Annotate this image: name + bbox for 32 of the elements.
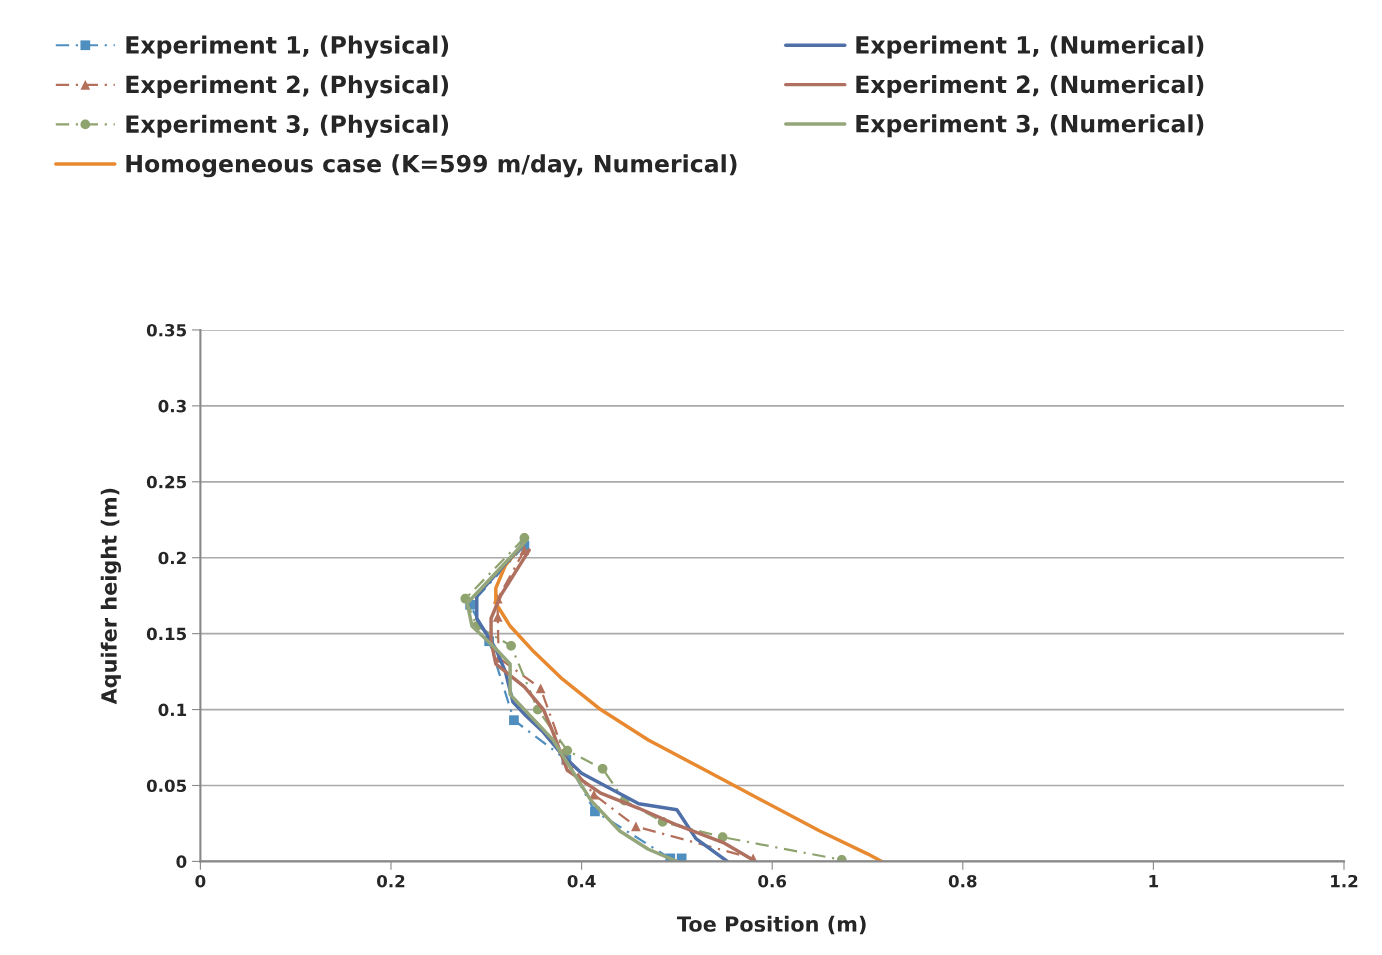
legend-label: Experiment 3, (Numerical) xyxy=(856,114,1204,138)
y-tick-label: 0.25 xyxy=(146,475,187,489)
point xyxy=(519,533,530,543)
y-tick-label: 0.15 xyxy=(146,627,187,641)
y-tick-label: 0.2 xyxy=(158,551,186,565)
y-tick-label: 0.1 xyxy=(158,703,187,717)
point xyxy=(492,612,503,622)
x-tick-label: 0.6 xyxy=(758,874,787,888)
y-tick-label: 0 xyxy=(176,855,187,868)
x-tick-label: 0.8 xyxy=(948,874,977,888)
legend-label: Experiment 2, (Numerical) xyxy=(856,74,1204,98)
y-tick-label: 0.35 xyxy=(146,323,187,337)
y-tick-label: 0.05 xyxy=(146,779,187,793)
point xyxy=(506,640,516,651)
x-tick-label: 1.2 xyxy=(1331,874,1358,888)
x-tick-label: 0 xyxy=(195,874,206,888)
legend-label: Experiment 3, (Physical) xyxy=(126,114,449,138)
point xyxy=(509,715,519,726)
legend-label: Experiment 1, (Numerical) xyxy=(856,35,1204,59)
legend-label: Homogeneous case (K=599 m/day, Numerical) xyxy=(126,154,737,178)
y-axis-title: Aquifer height (m) xyxy=(100,488,122,705)
x-tick-label: 0.2 xyxy=(377,874,405,888)
point xyxy=(562,745,573,756)
point xyxy=(535,683,546,694)
x-tick-label: 0.4 xyxy=(567,874,596,888)
point xyxy=(597,763,608,774)
legend-label: Experiment 1, (Physical) xyxy=(126,35,449,59)
x-tick-label: 1 xyxy=(1149,875,1159,888)
legend-label: Experiment 2, (Physical) xyxy=(126,75,449,99)
point xyxy=(631,821,641,832)
x-axis-title: Toe Position (m) xyxy=(677,915,866,935)
y-tick-label: 0.3 xyxy=(158,399,186,413)
